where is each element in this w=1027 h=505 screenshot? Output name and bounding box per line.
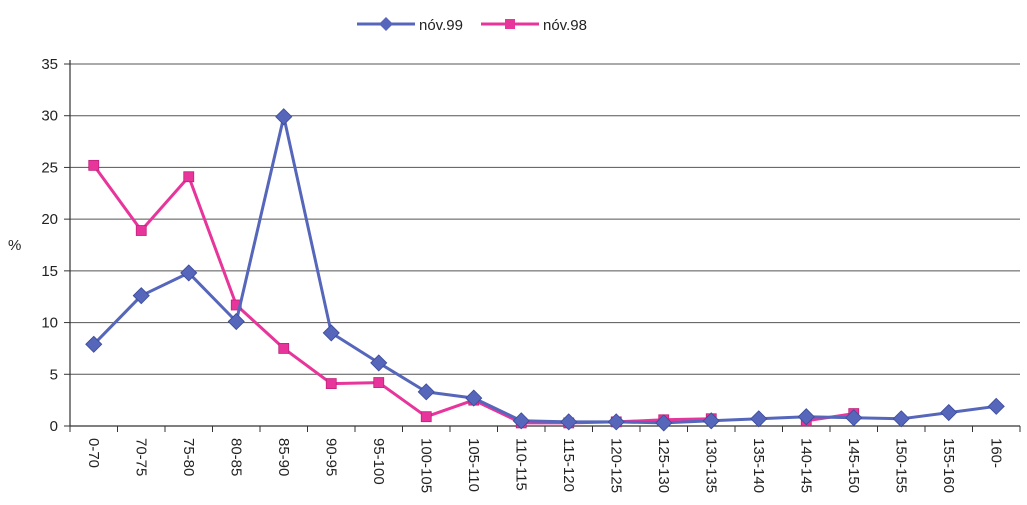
x-tick-label: 150-155 [892, 438, 909, 493]
gridlines [70, 63, 1020, 375]
x-tick-label: 145-150 [845, 438, 862, 493]
data-point-diamond [180, 264, 198, 282]
data-point-diamond [275, 108, 293, 126]
x-tick-label: 120-125 [607, 438, 624, 493]
data-point-diamond [797, 408, 815, 426]
data-point-diamond [702, 412, 720, 430]
x-tick-label: 160- [987, 438, 1004, 468]
data-point-square [420, 411, 432, 423]
data-point-diamond [417, 383, 435, 401]
data-point-diamond [85, 335, 103, 353]
x-tick-label: 95-100 [370, 438, 387, 485]
y-tick-label: 5 [50, 366, 58, 383]
x-tick-label: 100-105 [417, 438, 434, 493]
x-tick-label: 130-135 [702, 438, 719, 493]
data-point-square [325, 378, 337, 389]
series-nov98 [88, 159, 860, 429]
x-tick-label: 70-75 [132, 438, 149, 476]
data-point-diamond [987, 397, 1005, 415]
data-point-diamond [465, 389, 483, 407]
data-point-diamond [607, 413, 625, 431]
data-point-diamond [655, 414, 673, 432]
data-point-square [88, 159, 100, 171]
x-tick-label: 75-80 [180, 438, 197, 476]
x-tick-label: 105-110 [465, 438, 482, 492]
data-point-square [135, 225, 147, 236]
data-point-diamond [370, 354, 388, 372]
data-point-diamond [892, 410, 910, 428]
data-point-diamond [512, 412, 530, 430]
x-axis: 0-70 70-75 75-80 80-85 85-90 90-95 95-100 100-1… [69, 425, 1021, 493]
legend-label-nov98: nóv.98 [543, 17, 587, 34]
y-axis-label: % [8, 237, 21, 254]
y-tick-label: 25 [41, 159, 58, 176]
data-point-diamond [560, 413, 578, 431]
data-point-diamond [845, 409, 863, 427]
data-point-square [373, 377, 385, 388]
x-tick-label: 0-70 [85, 438, 102, 468]
x-tick-label: 115-120 [560, 438, 577, 492]
data-point-diamond [940, 403, 958, 422]
legend: nóv.99 nóv.98 [357, 17, 587, 34]
x-tick-label: 135-140 [750, 438, 767, 493]
legend-diamond-marker-icon [379, 17, 393, 31]
series-layer [85, 108, 1005, 432]
y-tick-label: 10 [41, 315, 58, 332]
legend-entry-nov99: nóv.99 [357, 17, 463, 34]
data-point-diamond [227, 312, 245, 331]
legend-entry-nov98: nóv.98 [481, 17, 587, 34]
y-tick-label: 0 [50, 418, 58, 435]
data-point-square [278, 343, 290, 354]
y-tick-label: 30 [41, 108, 58, 125]
series-line [92, 115, 997, 425]
data-point-diamond [132, 287, 150, 305]
x-tick-label: 80-85 [227, 438, 244, 476]
y-tick-label: 20 [41, 211, 58, 228]
y-axis-ticks: 0 5 10 15 20 25 30 35 [41, 56, 71, 435]
x-tick-label: 85-90 [275, 438, 292, 476]
x-tick-label: 110-115 [512, 438, 529, 491]
data-point-diamond [322, 324, 340, 342]
y-tick-label: 35 [41, 56, 58, 73]
legend-square-marker-icon [505, 19, 515, 29]
y-tick-label: 15 [41, 263, 58, 280]
data-point-square [183, 171, 195, 183]
x-tick-label: 140-145 [797, 438, 814, 493]
x-tick-label: 125-130 [655, 438, 672, 493]
data-point-diamond [750, 410, 768, 428]
x-tick-label: 90-95 [322, 438, 339, 476]
series-nov99 [85, 108, 1005, 432]
x-tick-label: 155-160 [940, 438, 957, 493]
legend-label-nov99: nóv.99 [419, 17, 463, 34]
